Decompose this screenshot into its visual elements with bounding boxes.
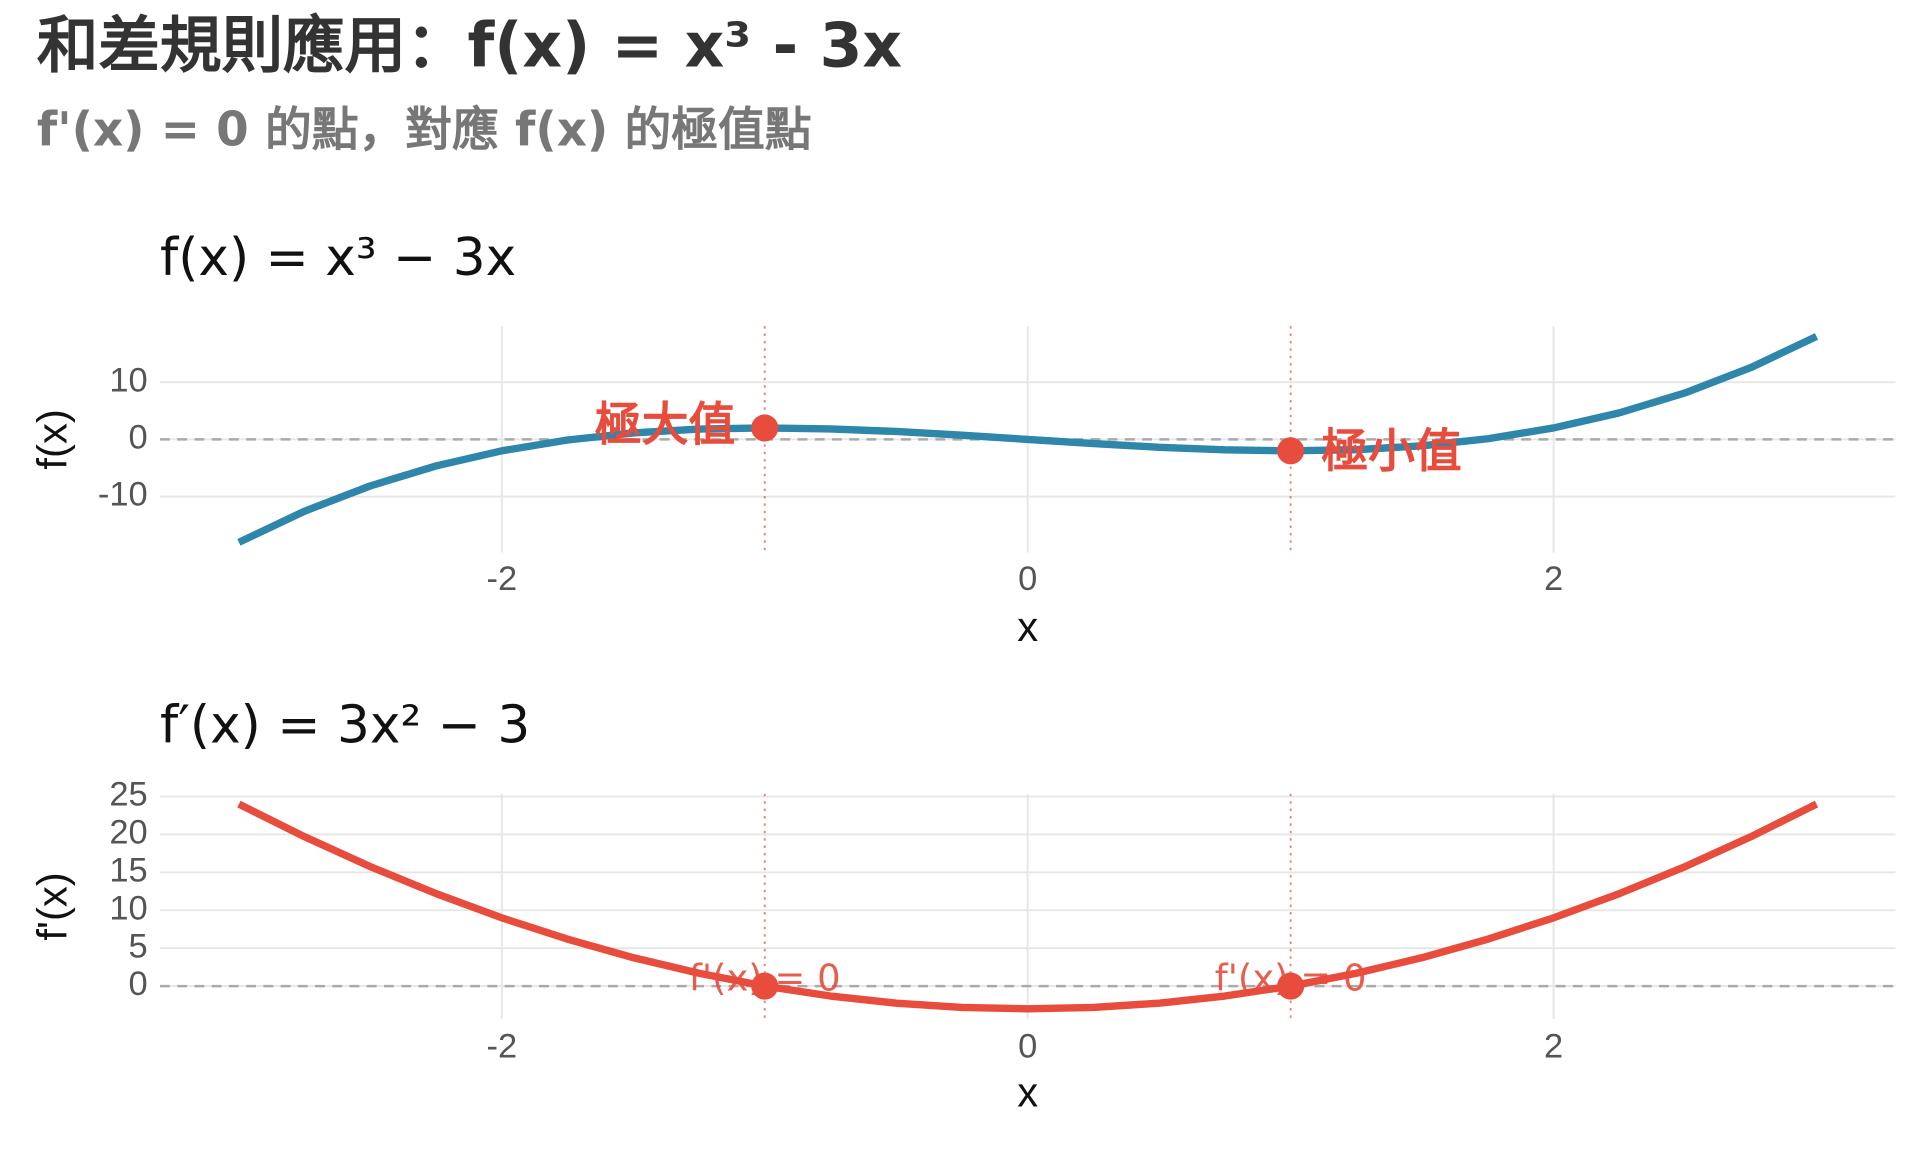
- y-tick-label: 20: [109, 814, 147, 852]
- x-tick-label: 0: [1018, 560, 1037, 598]
- x-tick-label: 2: [1544, 560, 1563, 598]
- x-axis-title: x: [1017, 603, 1038, 650]
- x-tick-label: -2: [486, 1028, 517, 1066]
- curve: [237, 800, 1819, 1013]
- extremum-point: [751, 972, 779, 1000]
- curve: [237, 333, 1819, 546]
- page-subtitle: f'(x) = 0 的點，對應 f(x) 的極值點: [37, 103, 812, 157]
- y-tick-label: 0: [129, 418, 148, 456]
- y-tick-label: -10: [98, 476, 148, 514]
- y-tick-label: 0: [129, 965, 148, 1003]
- x-tick-label: 2: [1544, 1028, 1563, 1066]
- extremum-point: [1277, 972, 1305, 1000]
- y-tick-label: 5: [129, 927, 148, 965]
- panel-title: f′(x) = 3x² − 3: [160, 696, 530, 756]
- y-axis-title: f(x): [28, 409, 75, 469]
- point-label: f'(x) = 0: [1215, 956, 1367, 999]
- page-title: 和差規則應用：f(x) = x³ - 3x: [37, 9, 902, 81]
- point-label: 極小值: [1321, 425, 1461, 479]
- x-axis-title: x: [1017, 1068, 1038, 1115]
- y-tick-label: 15: [109, 851, 147, 889]
- y-axis-title: f'(x): [28, 872, 75, 940]
- point-label: f'(x) = 0: [689, 956, 841, 999]
- extremum-point: [751, 414, 779, 442]
- extremum-point: [1277, 437, 1305, 465]
- x-tick-label: -2: [486, 560, 517, 598]
- panel-title: f(x) = x³ − 3x: [160, 228, 516, 288]
- y-tick-label: 10: [109, 361, 147, 399]
- y-tick-label: 25: [109, 776, 147, 814]
- point-label: 極大值: [595, 398, 735, 452]
- x-tick-label: 0: [1018, 1028, 1037, 1066]
- y-tick-label: 10: [109, 889, 147, 927]
